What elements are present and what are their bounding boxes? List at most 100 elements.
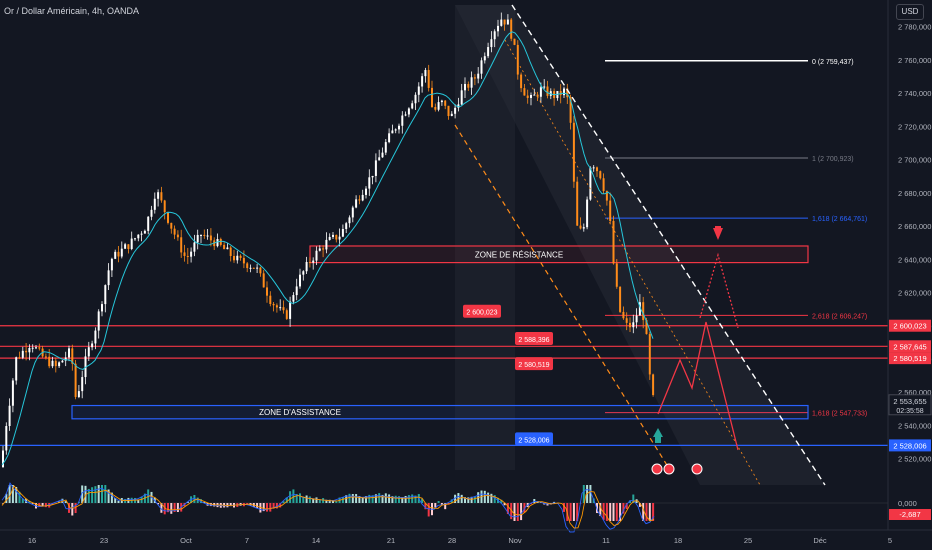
candle-body: [186, 255, 189, 257]
countdown-label: 02:35:58: [896, 408, 923, 415]
channel-mid-line: [504, 39, 761, 486]
candle-body: [483, 56, 486, 61]
candle-body: [612, 220, 615, 264]
candle-body: [338, 236, 341, 240]
signal-line: [1, 485, 655, 529]
oscillator-bar: [464, 497, 466, 503]
oscillator-bar: [107, 489, 110, 503]
x-tick-label: 28: [448, 536, 456, 545]
x-tick-label: Oct: [180, 536, 193, 545]
candle-body: [272, 303, 275, 306]
oscillator-bar: [645, 503, 648, 521]
oscillator-bar: [493, 495, 496, 503]
oscillator-bar: [513, 503, 516, 521]
candle-body: [632, 322, 635, 328]
oscillator-bar: [272, 503, 275, 509]
y-tick-label: 2 760,000: [898, 56, 931, 65]
x-tick-label: Déc: [813, 536, 827, 545]
oscillator-bar: [582, 485, 585, 503]
candle-body: [292, 295, 295, 302]
oscillator-bar: [520, 503, 523, 521]
candle-body: [407, 108, 410, 115]
oscillator-bar: [21, 498, 24, 503]
candle-body: [97, 311, 100, 331]
oscillator-bar: [41, 503, 44, 507]
candle-body: [642, 302, 645, 321]
oscillator-bar: [648, 503, 651, 521]
candle-body: [622, 311, 625, 319]
candle-body: [368, 177, 371, 189]
candle-body: [381, 152, 384, 158]
candle-body: [110, 258, 113, 271]
candle-body: [200, 234, 202, 236]
forecast-alt-path: [699, 252, 739, 329]
candle-body: [31, 347, 34, 349]
oscillator-bar: [609, 503, 612, 521]
level-tag-label: 2 528,006: [518, 437, 549, 444]
candle-body: [648, 334, 651, 375]
oscillator-bar: [299, 493, 301, 503]
candle-body: [242, 257, 245, 264]
candle-body: [262, 273, 265, 288]
candle-body: [167, 212, 169, 223]
level-tag: [515, 432, 553, 446]
candle-body: [206, 235, 209, 237]
oscillator-bar: [533, 498, 536, 503]
candle-body: [563, 88, 565, 96]
candle-body: [279, 307, 282, 309]
oscillator-bar: [602, 503, 605, 520]
candle-body: [226, 247, 229, 250]
oscillator-bar: [361, 497, 364, 503]
oscillator-bar: [341, 496, 344, 503]
x-tick-label: 14: [312, 536, 320, 545]
oscillator-bar: [11, 485, 14, 503]
oscillator-bar: [5, 493, 8, 503]
candle-body: [193, 242, 196, 252]
candle-body: [454, 107, 457, 114]
candle-body: [596, 167, 598, 172]
oscillator-bar: [8, 485, 11, 503]
candle-body: [104, 285, 107, 305]
oscillator-bar: [615, 503, 618, 521]
y-tick-label: 2 700,000: [898, 156, 931, 165]
oscillator-bar: [110, 492, 113, 503]
candle-body: [374, 160, 377, 176]
candle-body: [143, 230, 146, 234]
candle-body: [130, 238, 133, 249]
macd-line: [1, 482, 655, 533]
candle-body: [473, 77, 476, 79]
oscillator-bar: [322, 498, 325, 503]
forecast-path: [657, 321, 739, 451]
fib-level-label: 2,618 (2 606,247): [812, 313, 867, 320]
candle-body: [388, 133, 391, 143]
y-tick-label: 2 520,000: [898, 455, 931, 464]
currency-button[interactable]: USD: [896, 4, 924, 20]
oscillator-bar: [25, 498, 28, 503]
price-scale-tag: [889, 340, 931, 353]
zone-label: ZONE D'ASSISTANCE: [259, 408, 341, 417]
fib-level-label: 1,618 (2 664,761): [812, 216, 867, 223]
candle-body: [266, 287, 268, 296]
candle-body: [384, 142, 387, 153]
candle-body: [572, 122, 575, 182]
candle-body: [417, 86, 420, 95]
price-scale-tag-label: 2 600,023: [893, 322, 926, 331]
highlight-range: [455, 5, 515, 470]
oscillator-bar: [160, 503, 163, 513]
oscillator-bar: [262, 503, 265, 512]
candle-body: [332, 234, 334, 237]
oscillator-bar: [619, 503, 622, 521]
oscillator-bar: [2, 503, 4, 504]
candle-body: [589, 167, 592, 200]
oscillator-bar: [44, 503, 47, 508]
candle-body: [236, 255, 239, 261]
candle-body: [576, 181, 579, 226]
candle-body: [398, 125, 400, 130]
candles-group: [2, 12, 655, 468]
candle-body: [107, 270, 110, 286]
candle-body: [21, 350, 24, 358]
candle-body: [219, 239, 222, 245]
oscillator-bar: [470, 496, 473, 503]
oscillator-bar: [391, 496, 394, 503]
